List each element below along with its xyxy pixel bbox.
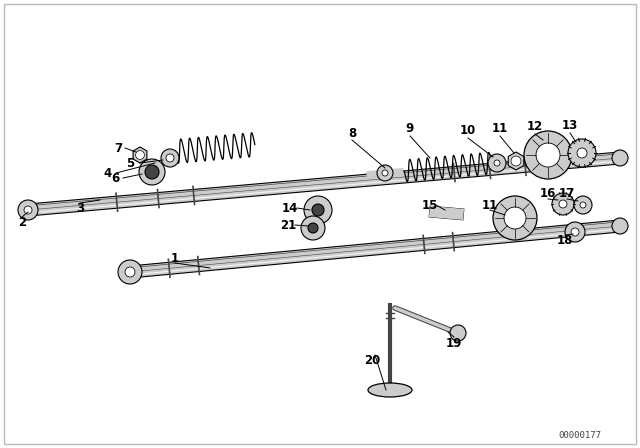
Circle shape [580,202,586,208]
Circle shape [488,154,506,172]
Circle shape [125,267,135,277]
Circle shape [377,165,393,181]
Circle shape [166,154,174,162]
Text: 00000177: 00000177 [559,431,602,439]
Ellipse shape [368,383,412,397]
Text: 5: 5 [126,156,134,169]
Circle shape [577,148,587,158]
Text: 20: 20 [364,353,380,366]
Circle shape [18,200,38,220]
Polygon shape [129,220,621,278]
Circle shape [136,151,145,159]
Circle shape [574,196,592,214]
Circle shape [612,218,628,234]
Text: 19: 19 [446,336,462,349]
Circle shape [504,207,526,229]
Circle shape [568,139,596,167]
Polygon shape [133,147,147,163]
Text: 11: 11 [482,198,498,211]
Polygon shape [28,152,621,216]
Circle shape [312,204,324,216]
Circle shape [450,325,466,341]
Text: 6: 6 [111,172,119,185]
Text: 4: 4 [104,167,112,180]
Text: 7: 7 [114,142,122,155]
Text: 14: 14 [282,202,298,215]
Text: 21: 21 [280,219,296,232]
Text: 12: 12 [527,120,543,133]
Circle shape [308,223,318,233]
Circle shape [493,196,537,240]
Text: 10: 10 [460,124,476,137]
Circle shape [552,193,574,215]
Polygon shape [508,152,524,170]
Circle shape [559,200,567,208]
Circle shape [161,149,179,167]
Circle shape [511,156,521,166]
Text: 17: 17 [559,186,575,199]
Text: 11: 11 [492,121,508,134]
Circle shape [24,206,32,214]
Circle shape [524,131,572,179]
Text: 8: 8 [348,126,356,139]
Text: 15: 15 [422,198,438,211]
Circle shape [301,216,325,240]
Circle shape [139,159,165,185]
Circle shape [382,170,388,176]
Circle shape [494,160,500,166]
Text: 3: 3 [76,202,84,215]
Text: 1: 1 [171,251,179,264]
Circle shape [565,222,585,242]
Circle shape [304,196,332,224]
Circle shape [612,150,628,166]
Text: 9: 9 [406,121,414,134]
Circle shape [118,260,142,284]
Text: 2: 2 [18,215,26,228]
Text: 13: 13 [562,119,578,132]
Text: 16: 16 [540,186,556,199]
Circle shape [536,143,560,167]
Text: 18: 18 [557,233,573,246]
Circle shape [145,165,159,179]
Circle shape [571,228,579,236]
